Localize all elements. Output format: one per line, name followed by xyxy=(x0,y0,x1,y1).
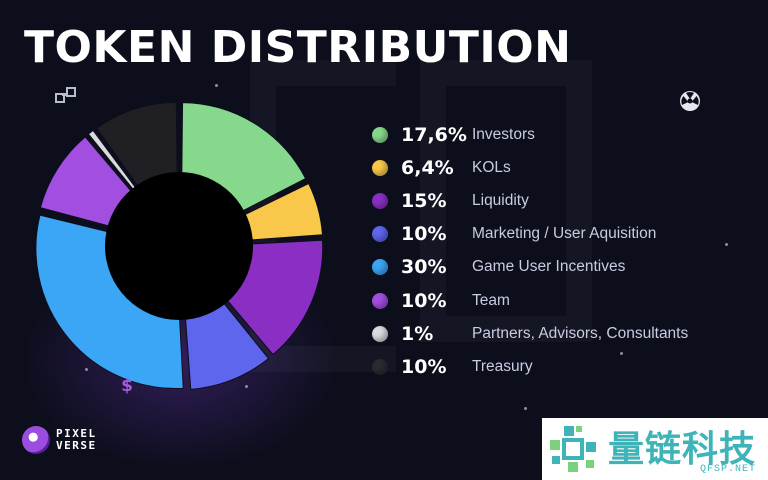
logo-text-line1: PIXEL xyxy=(56,427,97,440)
link-icon xyxy=(55,87,76,103)
legend-percent: 1% xyxy=(401,322,434,345)
background-star xyxy=(85,368,88,371)
svg-text:$: $ xyxy=(121,376,133,396)
legend-item: 30% Game User Incentives xyxy=(372,251,625,284)
legend-swatch xyxy=(372,259,388,276)
legend-item: 10% Marketing / User Aquisition xyxy=(372,218,656,251)
legend-percent: 10% xyxy=(401,223,447,246)
pixelverse-logo-text: PIXEL VERSE xyxy=(56,428,97,452)
donut-hole xyxy=(105,172,253,320)
watermark-logo-icon xyxy=(550,426,596,472)
legend-item: 1% Partners, Advisors, Consultants xyxy=(372,317,688,350)
legend-label: Game User Incentives xyxy=(472,258,626,276)
legend-swatch xyxy=(372,358,388,375)
watermark-chinese-text: 量链科技 xyxy=(608,429,757,470)
pixelverse-logo-mark xyxy=(22,426,50,454)
background-star xyxy=(245,385,248,388)
radiation-icon xyxy=(680,91,700,111)
legend-item: 10% Team xyxy=(372,284,510,317)
legend-percent: 10% xyxy=(401,289,447,312)
dollar-icon: $ xyxy=(121,376,133,396)
chart-legend: 17,6% Investors 6,4% KOLs 15% Liquidity 10% Mar… xyxy=(372,118,688,384)
legend-percent: 17,6% xyxy=(401,123,467,146)
legend-item: 6,4% KOLs xyxy=(372,151,511,184)
legend-item: 15% Liquidity xyxy=(372,184,529,217)
legend-swatch xyxy=(372,325,388,342)
background-star xyxy=(524,407,527,410)
watermark: 量链科技 QFSP.NET xyxy=(542,418,768,480)
legend-swatch xyxy=(372,192,388,209)
legend-item: 10% Treasury xyxy=(372,350,533,383)
pixelverse-logo: PIXEL VERSE xyxy=(22,426,97,454)
page-title: TOKEN DISTRIBUTION xyxy=(24,22,572,73)
legend-percent: 10% xyxy=(401,355,447,378)
legend-label: KOLs xyxy=(472,158,511,176)
legend-percent: 15% xyxy=(401,189,447,212)
legend-label: Investors xyxy=(472,125,535,143)
legend-label: Treasury xyxy=(472,357,533,375)
background-star xyxy=(725,243,728,246)
legend-label: Liquidity xyxy=(472,191,529,209)
legend-swatch xyxy=(372,226,388,243)
legend-label: Marketing / User Aquisition xyxy=(472,225,657,243)
legend-swatch xyxy=(372,292,388,309)
legend-item: 17,6% Investors xyxy=(372,118,535,151)
legend-percent: 6,4% xyxy=(401,156,454,179)
legend-swatch xyxy=(372,159,388,176)
legend-label: Team xyxy=(472,291,510,309)
watermark-url-text: QFSP.NET xyxy=(699,464,756,475)
legend-percent: 30% xyxy=(401,256,447,279)
background-star xyxy=(215,84,218,87)
legend-swatch xyxy=(372,126,388,143)
background-star xyxy=(620,352,623,355)
legend-label: Partners, Advisors, Consultants xyxy=(472,324,689,342)
logo-text-line2: VERSE xyxy=(56,439,97,452)
